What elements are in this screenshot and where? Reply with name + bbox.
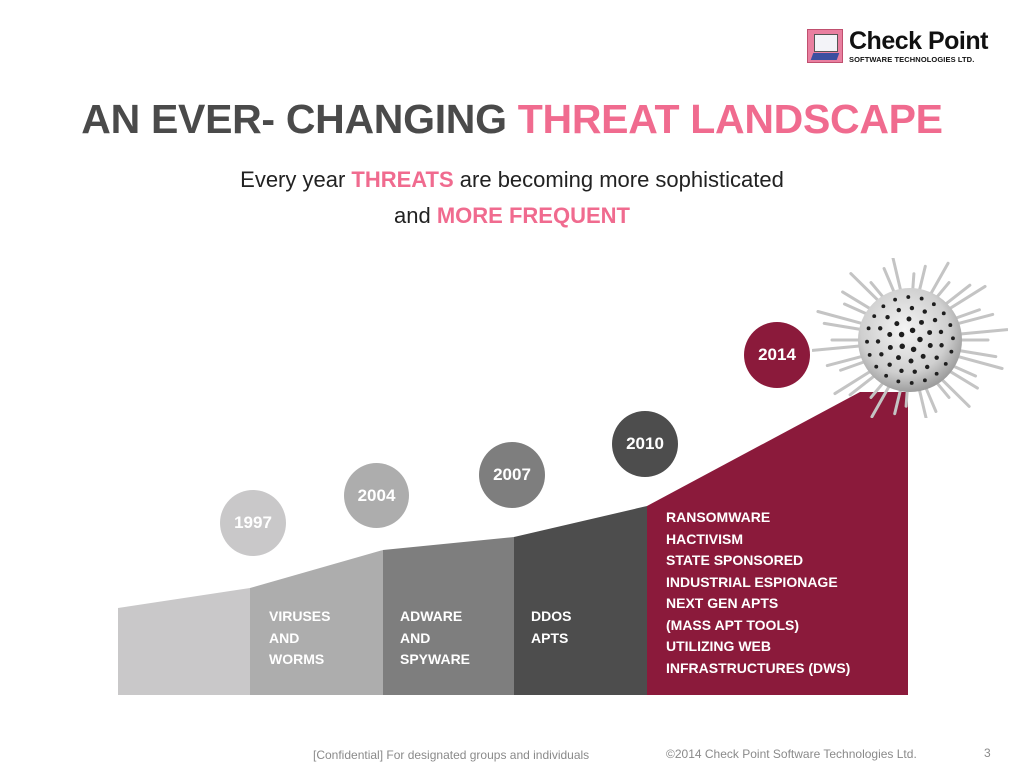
year-bubble-2007: 2007 xyxy=(479,442,545,508)
virus-hole xyxy=(887,344,893,350)
virus-hole xyxy=(951,336,955,341)
subtitle-line-2-pre: and xyxy=(394,203,437,228)
virus-hole xyxy=(909,327,916,334)
virus-hole xyxy=(896,379,901,384)
virus-hole xyxy=(878,326,883,331)
virus-hole xyxy=(866,326,871,331)
virus-hole xyxy=(932,317,938,323)
step-label-2004: VIRUSES AND WORMS xyxy=(269,606,330,671)
virus-hole xyxy=(898,331,905,338)
threat-item: AND xyxy=(269,629,300,646)
virus-hole xyxy=(920,353,926,359)
virus-hole xyxy=(887,362,892,367)
virus-hole xyxy=(919,296,924,301)
virus-hole xyxy=(887,332,893,337)
virus-hole xyxy=(896,307,901,313)
virus-hole xyxy=(896,355,901,361)
virus-hole xyxy=(939,343,944,348)
step-label-2007: ADWARE AND SPYWARE xyxy=(400,606,470,671)
threat-item: SPYWARE xyxy=(400,651,471,667)
virus-hole xyxy=(934,371,939,376)
threat-item: APTS xyxy=(531,629,569,646)
subtitle-line-2-accent: MORE FREQUENT xyxy=(436,203,630,228)
virus-hole xyxy=(949,349,954,354)
threat-item: DDOS xyxy=(531,608,572,624)
virus-hole xyxy=(925,364,930,370)
virus-hole xyxy=(867,352,872,357)
threat-item: NEXT GEN APTS xyxy=(666,595,779,611)
step-2010 xyxy=(514,506,647,695)
threat-item: UTILIZING WEB xyxy=(666,638,771,654)
year-bubble-2010: 2010 xyxy=(612,411,678,477)
virus-hole xyxy=(927,343,933,348)
threat-item: STATE SPONSORED xyxy=(666,552,804,568)
virus-hole xyxy=(872,314,877,319)
virus-hole xyxy=(879,352,884,357)
virus-hole xyxy=(875,339,881,344)
virus-hole xyxy=(910,346,917,353)
virus-hole xyxy=(948,323,953,328)
virus-hole xyxy=(865,339,869,344)
page-number: 3 xyxy=(984,746,991,760)
virus-hole xyxy=(899,368,904,374)
virus-hole xyxy=(894,321,900,327)
subtitle-line-2: and MORE FREQUENT xyxy=(0,203,1024,229)
page-title: AN EVER- CHANGING THREAT LANDSCAPE xyxy=(0,96,1024,143)
step-2007 xyxy=(383,537,514,695)
title-part-1: AN EVER- CHANGING xyxy=(81,96,518,142)
footer-copyright: ©2014 Check Point Software Technologies … xyxy=(666,747,917,761)
subtitle-line-1-accent: THREATS xyxy=(351,167,454,192)
footer-confidential: [Confidential] For designated groups and… xyxy=(313,748,590,762)
year-bubble-2004: 2004 xyxy=(344,463,409,528)
subtitle-line-1-post: are becoming more sophisticated xyxy=(453,167,784,192)
virus-hole xyxy=(909,305,915,311)
step-2004 xyxy=(250,550,383,695)
threat-item: (MASS APT TOOLS) xyxy=(666,616,799,633)
virus-hole xyxy=(941,311,946,316)
virus-hole xyxy=(927,330,933,336)
year-bubble-2014: 2014 xyxy=(744,322,810,388)
threat-item: ADWARE xyxy=(400,608,463,624)
year-bubble-1997: 1997 xyxy=(220,490,286,556)
virus-hole xyxy=(934,355,939,360)
virus-hole xyxy=(906,295,911,299)
virus-hole xyxy=(909,381,914,385)
threat-item: VIRUSES xyxy=(269,608,331,624)
virus-hole xyxy=(917,336,923,343)
threat-item: INFRASTRUCTURES (DWS) xyxy=(666,659,851,676)
logo-name: Check Point xyxy=(849,26,988,55)
virus-hole xyxy=(943,361,948,366)
virus-hole xyxy=(884,373,889,378)
threat-item: WORMS xyxy=(269,651,325,667)
threat-item: HACTIVISM xyxy=(666,530,743,547)
threat-item: INDUSTRIAL ESPIONAGE xyxy=(666,573,838,590)
step-2014 xyxy=(647,392,908,695)
virus-hole xyxy=(919,319,924,325)
virus-hole xyxy=(906,316,912,322)
virus-hole xyxy=(874,364,879,369)
step-1997 xyxy=(118,588,250,695)
virus-hole xyxy=(885,314,890,320)
virus-icon xyxy=(812,258,1008,418)
computer-icon xyxy=(807,29,843,63)
virus-hole xyxy=(912,369,917,374)
virus-hole xyxy=(938,329,944,335)
virus-hole xyxy=(922,309,927,314)
virus-hole xyxy=(908,358,914,364)
virus-hole xyxy=(881,304,886,309)
step-label-2014: RANSOMWARE HACTIVISM STATE SPONSORED IND… xyxy=(666,507,850,679)
check-point-logo: Check Point SOFTWARE TECHNOLOGIES LTD. xyxy=(807,28,1002,64)
subtitle-line-1: Every year THREATS are becoming more sop… xyxy=(0,167,1024,193)
virus-hole xyxy=(899,343,905,350)
step-label-2010: DDOS APTS xyxy=(531,606,571,649)
virus-hole xyxy=(922,378,927,383)
virus-hole xyxy=(893,297,898,302)
virus-hole xyxy=(931,302,936,307)
title-part-2: THREAT LANDSCAPE xyxy=(517,96,943,142)
threat-item: RANSOMWARE xyxy=(666,509,771,525)
threat-item: AND xyxy=(400,629,431,646)
subtitle-line-1-pre: Every year xyxy=(240,167,352,192)
logo-subtitle: SOFTWARE TECHNOLOGIES LTD. xyxy=(849,54,975,64)
